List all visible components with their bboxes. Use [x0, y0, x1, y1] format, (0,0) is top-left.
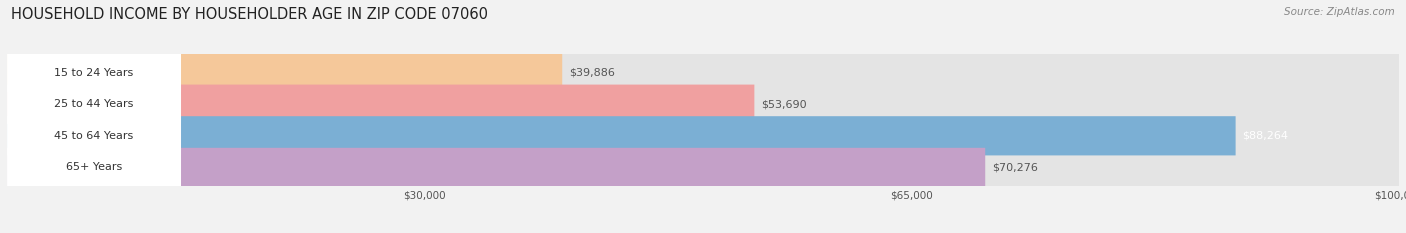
Text: 15 to 24 Years: 15 to 24 Years	[55, 68, 134, 78]
Text: Source: ZipAtlas.com: Source: ZipAtlas.com	[1284, 7, 1395, 17]
Text: $88,264: $88,264	[1243, 131, 1288, 141]
Text: 65+ Years: 65+ Years	[66, 162, 122, 172]
FancyBboxPatch shape	[7, 85, 181, 124]
FancyBboxPatch shape	[7, 148, 1399, 187]
FancyBboxPatch shape	[7, 116, 1236, 155]
FancyBboxPatch shape	[7, 85, 755, 124]
FancyBboxPatch shape	[7, 53, 562, 92]
FancyBboxPatch shape	[7, 148, 986, 187]
Text: HOUSEHOLD INCOME BY HOUSEHOLDER AGE IN ZIP CODE 07060: HOUSEHOLD INCOME BY HOUSEHOLDER AGE IN Z…	[11, 7, 488, 22]
FancyBboxPatch shape	[7, 116, 181, 155]
FancyBboxPatch shape	[7, 148, 181, 187]
Text: 45 to 64 Years: 45 to 64 Years	[55, 131, 134, 141]
FancyBboxPatch shape	[7, 53, 1399, 92]
Text: $39,886: $39,886	[569, 68, 614, 78]
FancyBboxPatch shape	[7, 53, 181, 92]
FancyBboxPatch shape	[7, 85, 1399, 124]
Text: $70,276: $70,276	[993, 162, 1038, 172]
Text: 25 to 44 Years: 25 to 44 Years	[55, 99, 134, 109]
Text: $53,690: $53,690	[761, 99, 807, 109]
FancyBboxPatch shape	[7, 116, 1399, 155]
